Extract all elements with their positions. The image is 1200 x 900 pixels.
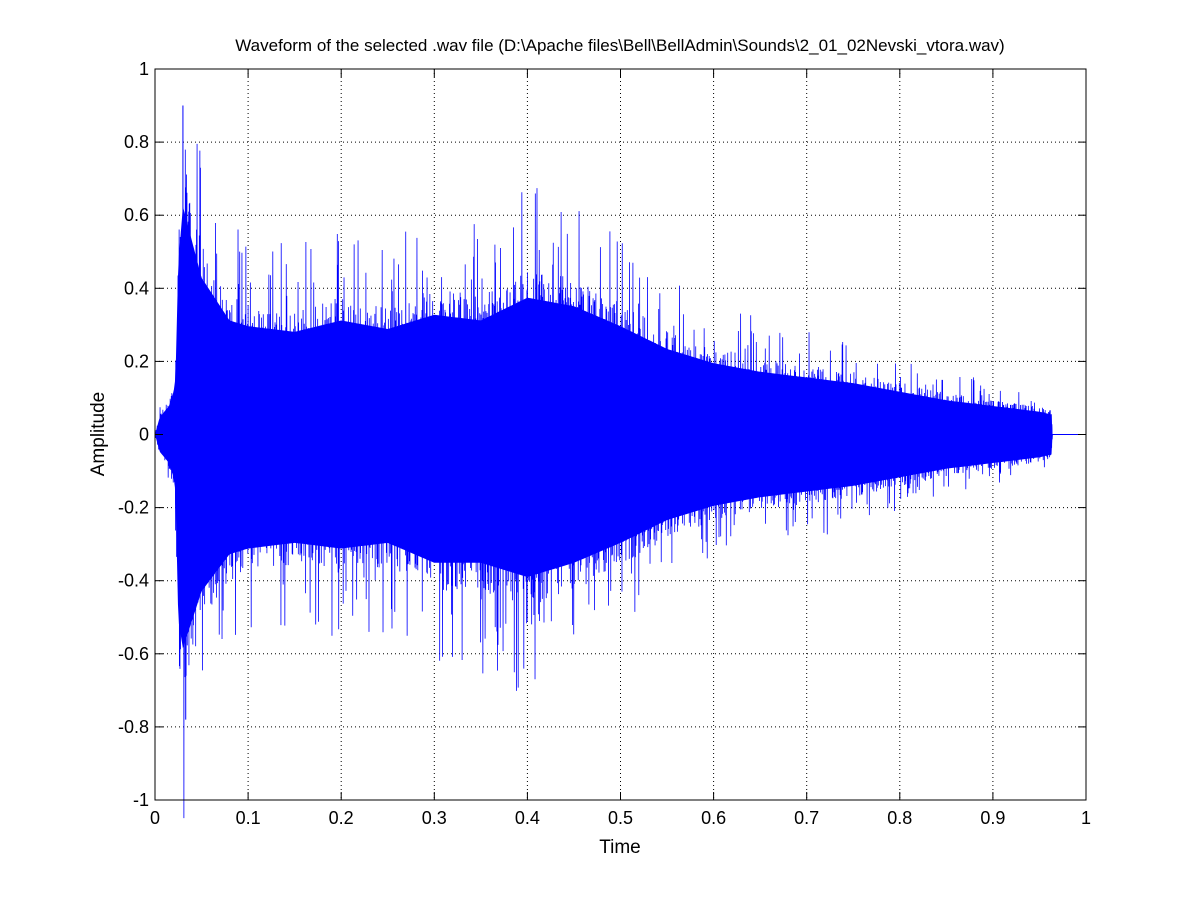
y-tick-label: 0.4 (124, 278, 149, 298)
x-tick-label: 0 (150, 808, 160, 828)
chart-title: Waveform of the selected .wav file (D:\A… (235, 36, 1004, 55)
x-tick-label: 0.7 (794, 808, 819, 828)
x-tick-label: 0.4 (515, 808, 540, 828)
axis-ticks: 0 0.1 0.2 0.3 0.4 0.5 0.6 0.7 0.8 0.9 1 -1 -0.8 -0.6 -… (118, 59, 1091, 828)
y-tick-label: -0.6 (118, 644, 149, 664)
y-tick-label: 0.6 (124, 205, 149, 225)
y-tick-label: -0.2 (118, 498, 149, 518)
x-tick-label: 0.9 (980, 808, 1005, 828)
y-axis-label: Amplitude (88, 392, 109, 477)
x-tick-label: 0.8 (887, 808, 912, 828)
x-tick-label: 0.5 (608, 808, 633, 828)
y-tick-label: 0.8 (124, 132, 149, 152)
x-axis-label: Time (599, 837, 641, 858)
x-tick-label: 0.6 (701, 808, 726, 828)
x-tick-label: 0.1 (236, 808, 261, 828)
y-tick-label: 0 (139, 425, 149, 445)
y-tick-label: -1 (133, 790, 149, 810)
y-tick-label: 0.2 (124, 351, 149, 371)
x-tick-label: 0.3 (422, 808, 447, 828)
y-tick-label: -0.4 (118, 571, 149, 591)
waveform-series (154, 105, 1086, 819)
x-tick-label: 1 (1081, 808, 1091, 828)
y-tick-label: 1 (139, 59, 149, 79)
y-tick-label: -0.8 (118, 717, 149, 737)
x-tick-label: 0.2 (329, 808, 354, 828)
waveform-line (154, 143, 1053, 819)
